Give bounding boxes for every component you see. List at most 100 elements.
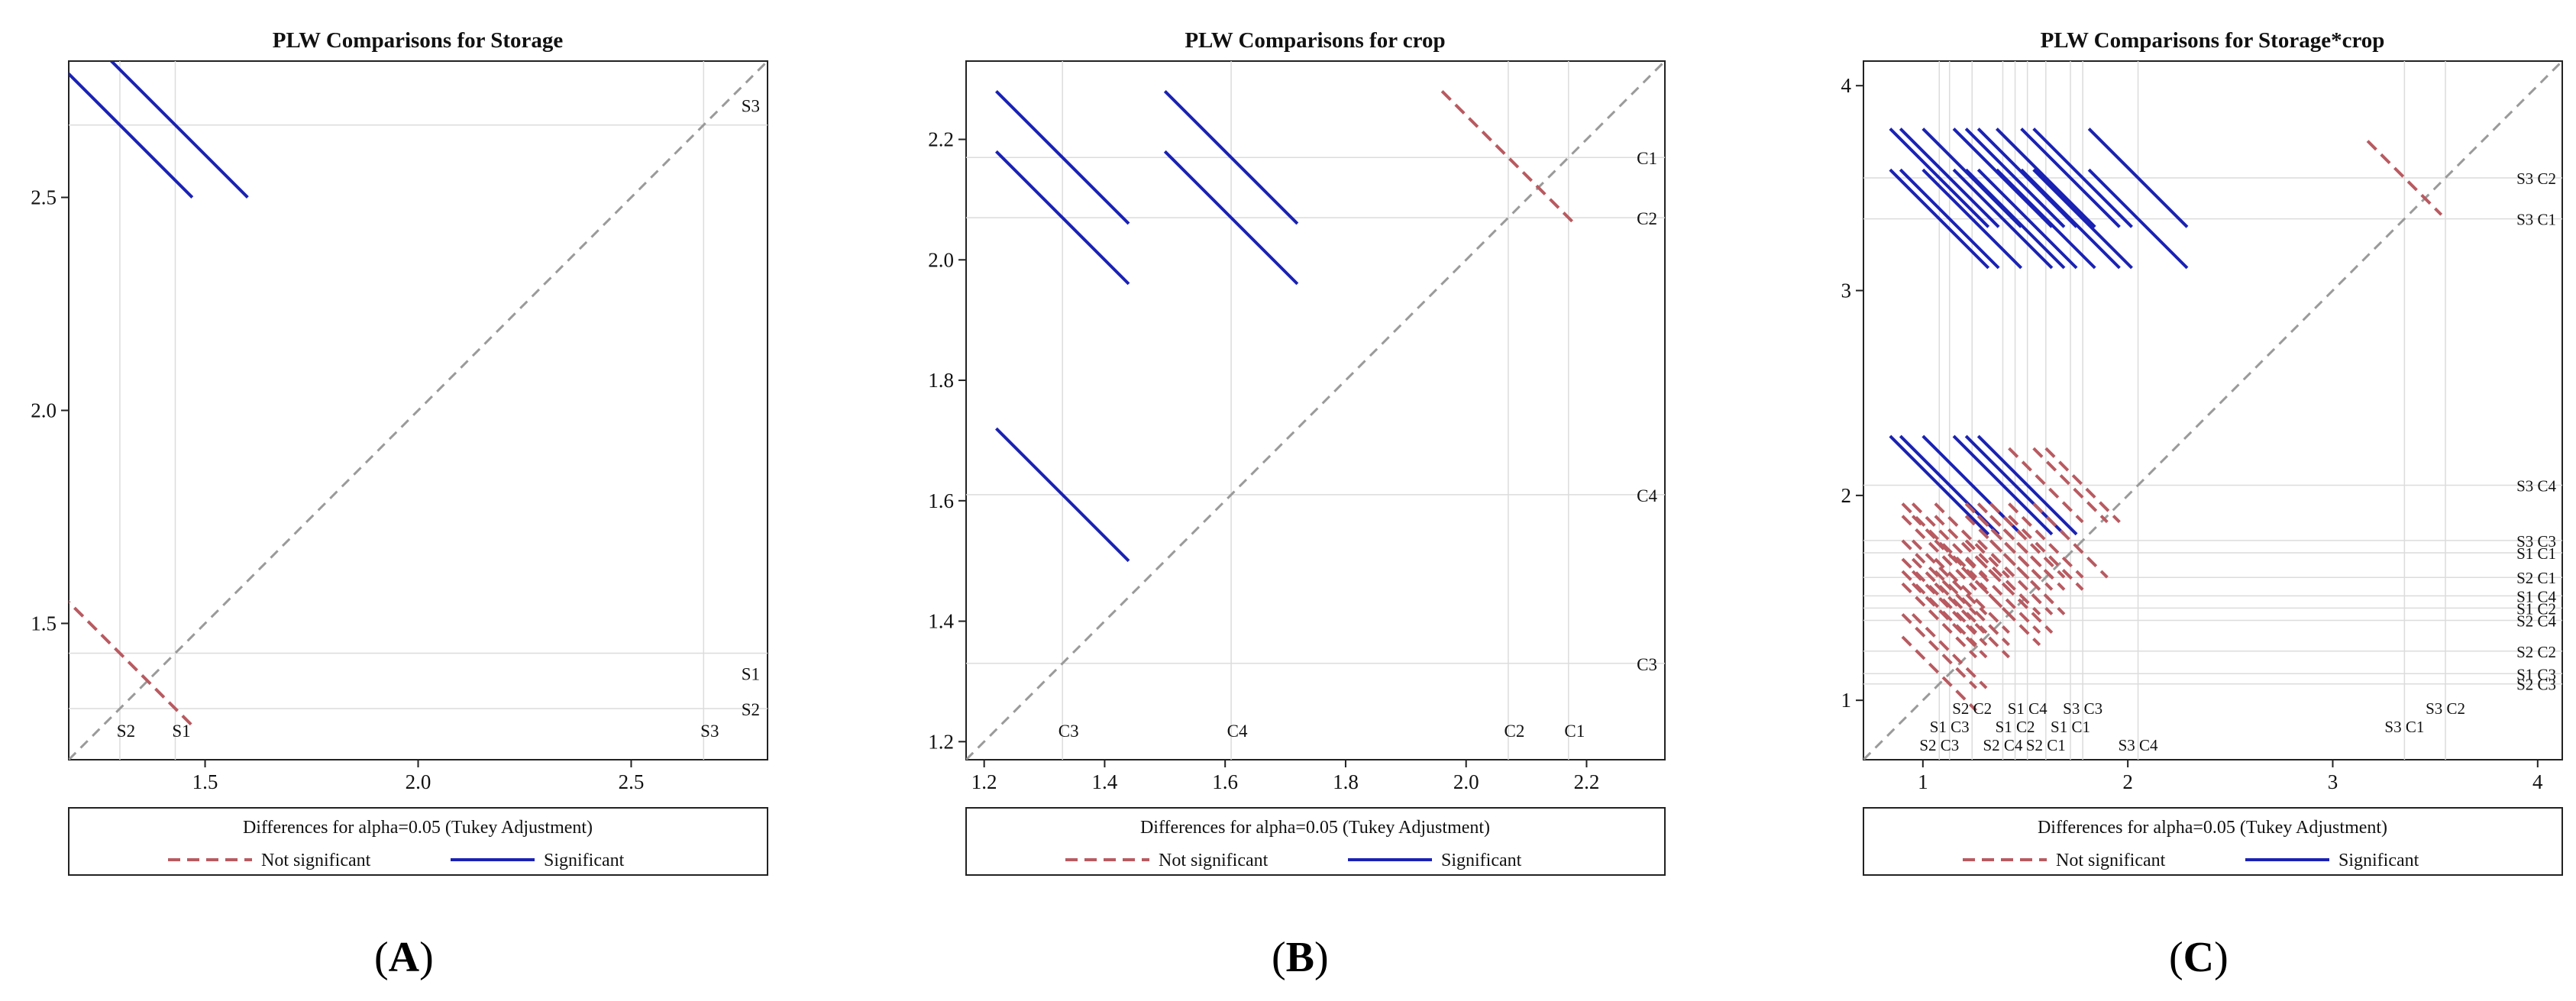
level-labels: S1 S1 S2 S2 S3 S3: [117, 97, 760, 741]
x-tick-label: 1.8: [1333, 770, 1359, 793]
comparison-S3C1-vs-S1C3: [1899, 168, 2000, 270]
comparison-S3C4-vs-S1C4: [1976, 434, 2078, 536]
comparison-S1C2-vs-S2C4: [1964, 570, 2041, 647]
y-tick-label: 4: [1841, 74, 1852, 97]
y-tick-label: 1.4: [928, 610, 954, 633]
x-tick-label: 3: [2328, 770, 2338, 793]
comparison-S1C1-vs-S2C4: [1964, 515, 2041, 591]
diagonal-line: [69, 61, 768, 760]
comparison-C2-vs-C4: [1163, 150, 1299, 286]
comparison-S3C2-vs-S1C3: [1899, 128, 2000, 228]
comparison-S2C2-vs-S1C3: [1911, 613, 1988, 689]
comparison-S1C4-vs-S1C3: [1911, 557, 1988, 635]
comparison-S2C1-vs-S1C3: [1911, 539, 1988, 615]
comparison-S1C4-vs-S1C2: [1976, 557, 2054, 635]
level-label-bottom-s2-c3: S2 C3: [1919, 736, 1959, 754]
comparison-S1C4-vs-S2C4: [1964, 557, 2041, 635]
comparison-S3C1-vs-S1C1: [2020, 168, 2121, 270]
level-label-right-s3-c4: S3 C4: [2516, 476, 2556, 495]
comparison-S3C3-vs-S1C4: [1989, 502, 2066, 579]
level-label-right-s2-c2: S2 C2: [2516, 643, 2556, 661]
level-label-right-c1: C1: [1637, 149, 1657, 168]
comparison-S3C3-vs-S2C3: [1901, 502, 1977, 579]
comparison-S3C3-vs-S2C2: [1934, 502, 2010, 579]
y-tick-label: 2.0: [928, 248, 954, 271]
legend-label-significant: Significant: [1441, 851, 1522, 870]
level-label-bottom-c4: C4: [1227, 722, 1248, 741]
level-label-right-s1: S1: [742, 665, 760, 684]
comparison-S3C1-vs-S2C1: [1995, 168, 2096, 270]
comparison-S1C2-vs-S2C2: [1934, 570, 2010, 647]
comparison-C2-vs-C3: [995, 150, 1130, 286]
comparison-S3-vs-S1: [108, 61, 249, 199]
comparison-S3C2-vs-S3C3: [2032, 128, 2133, 228]
legend-title: Differences for alpha=0.05 (Tukey Adjust…: [2038, 818, 2387, 838]
x-tick-label: 1.4: [1092, 770, 1118, 793]
level-label-bottom-s3-c1: S3 C1: [2384, 718, 2424, 736]
level-label-right-c3: C3: [1637, 655, 1657, 674]
level-label-right-s2-c1: S2 C1: [2516, 569, 2556, 587]
comparison-S3C4-vs-S3C3: [2044, 447, 2121, 524]
panel-label-letter: C: [2183, 934, 2214, 981]
panel-label: (A): [374, 934, 434, 981]
comparison-S3C3-vs-S1C2: [1976, 502, 2054, 579]
x-tick-label: 4: [2532, 770, 2543, 793]
comparison-S1C4-vs-S2C3: [1901, 557, 1977, 635]
comparison-S1C3-vs-S2C3: [1901, 635, 1977, 712]
y-tick-label: 2.0: [31, 399, 57, 422]
level-label-right-s1-c4: S1 C4: [2516, 587, 2556, 605]
panel-crop: PLW Comparisons for crop C1C1C2C2C3C3C4C…: [928, 28, 1666, 981]
reference-lines: [966, 61, 1665, 760]
level-label-bottom-c2: C2: [1504, 722, 1524, 741]
comparison-S2C1-vs-S2C4: [1964, 539, 2041, 615]
level-label-bottom-s3-c3: S3 C3: [2063, 699, 2102, 718]
comparison-S3C3-vs-S1C1: [2032, 502, 2109, 579]
comparison-S3C4-vs-S2C4: [1952, 434, 2054, 536]
panel-label: (B): [1272, 934, 1329, 981]
comparison-S1C1-vs-S1C4: [1989, 515, 2066, 591]
y-tick-label: 2.5: [31, 186, 57, 209]
level-labels: C1 C1 C2 C2 C3 C3 C4 C4: [1059, 149, 1658, 741]
x-tick-label: 1.6: [1212, 770, 1238, 793]
y-tick-label: 2: [1841, 484, 1852, 507]
y-tick-label: 3: [1841, 279, 1852, 302]
legend-frame: [68, 807, 768, 876]
diagonal-line: [1863, 61, 2562, 760]
level-label-bottom-s3-c2: S3 C2: [2426, 699, 2465, 718]
comparison-S3C3-vs-S2C1: [2008, 502, 2084, 579]
legend: Differences for alpha=0.05 (Tukey Adjust…: [68, 807, 768, 876]
x-tick-label: 2.0: [406, 770, 431, 793]
level-label-bottom-s3: S3: [700, 722, 719, 741]
comparison-S3C2-vs-S2C1: [1995, 128, 2096, 228]
x-tick-label: 1.5: [192, 770, 218, 793]
level-label-bottom-s1-c4: S1 C4: [2008, 699, 2048, 718]
level-label-right-s3-c2: S3 C2: [2516, 170, 2556, 188]
legend-title: Differences for alpha=0.05 (Tukey Adjust…: [243, 818, 593, 838]
legend-label-not-significant: Not significant: [261, 851, 371, 870]
level-label-bottom-s2: S2: [117, 722, 135, 741]
level-label-bottom-s2-c1: S2 C1: [2026, 736, 2066, 754]
reference-lines: [69, 61, 768, 760]
comparison-segments: [1889, 128, 2443, 712]
comparison-S3C4-vs-S1C1: [2032, 447, 2109, 524]
legend-label-significant: Significant: [2338, 851, 2419, 870]
y-tick-label: 1.8: [928, 369, 954, 392]
comparison-C1-vs-C2: [1440, 90, 1576, 225]
comparison-S2C4-vs-S1C3: [1911, 582, 1988, 659]
comparison-S1-vs-S2: [69, 599, 194, 727]
comparison-C1-vs-C4: [1163, 90, 1299, 225]
panel-label: (C): [2169, 934, 2229, 981]
legend: Differences for alpha=0.05 (Tukey Adjust…: [965, 807, 1666, 876]
comparison-segments: [69, 61, 249, 727]
axis-ticks: 1.2 1.4 1.6 1.8 2.0 2.2 1.2 1.4 1.6 1.8 2.0 2.2: [928, 128, 1599, 793]
x-tick-label: 1.2: [971, 770, 997, 793]
panel-label-letter: A: [389, 934, 420, 981]
legend: Differences for alpha=0.05 (Tukey Adjust…: [1863, 807, 2563, 876]
comparison-S3C3-vs-S2C4: [1964, 502, 2041, 579]
axis-ticks: 1 2 3 4 1 2 3 4: [1841, 74, 2544, 793]
level-label-right-s2: S2: [742, 700, 760, 719]
panel-storage: PLW Comparisons for Storage S1 S1 S2 S2 S3 S3…: [31, 28, 768, 981]
level-label-bottom-s1: S1: [172, 722, 190, 741]
x-tick-label: 1: [1918, 770, 1928, 793]
